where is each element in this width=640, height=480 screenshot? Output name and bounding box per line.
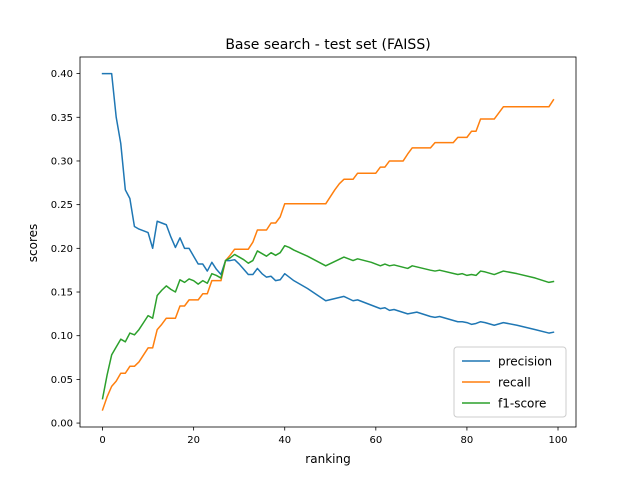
x-tick-label: 80 (461, 435, 474, 446)
chart-title: Base search - test set (FAISS) (225, 37, 430, 53)
x-tick-label: 100 (548, 435, 567, 446)
y-tick-label: 0.20 (51, 244, 73, 255)
y-tick-label: 0.05 (51, 375, 73, 386)
legend: precision recall f1-score (453, 346, 567, 418)
y-tick-label: 0.15 (51, 288, 73, 299)
series-line-recall (101, 98, 555, 411)
x-tick-label: 20 (187, 435, 200, 446)
x-tick-label: 0 (99, 435, 105, 446)
y-tick-label: 0.30 (51, 156, 73, 167)
legend-label-precision: precision (498, 355, 552, 369)
legend-label-recall: recall (498, 376, 531, 390)
y-tick-label: 0.40 (51, 69, 73, 80)
y-tick-label: 0.10 (51, 331, 73, 342)
y-axis-label: scores (26, 224, 40, 263)
plot-area: 0 20 40 60 80 100 0.00 0.05 0.10 0.15 0.20 0.25 0.30… (51, 56, 577, 446)
series-line-f1-score (101, 244, 555, 400)
x-tick-label: 40 (278, 435, 291, 446)
legend-box (453, 346, 567, 418)
axes-frame (79, 56, 577, 428)
legend-label-f1-score: f1-score (498, 397, 546, 411)
x-tick-label: 60 (369, 435, 382, 446)
y-tick-label: 0.00 (51, 419, 73, 430)
y-tick-label: 0.25 (51, 200, 73, 211)
y-tick-label: 0.35 (51, 113, 73, 124)
x-axis-label: ranking (305, 452, 350, 466)
series-line-precision (101, 72, 555, 334)
